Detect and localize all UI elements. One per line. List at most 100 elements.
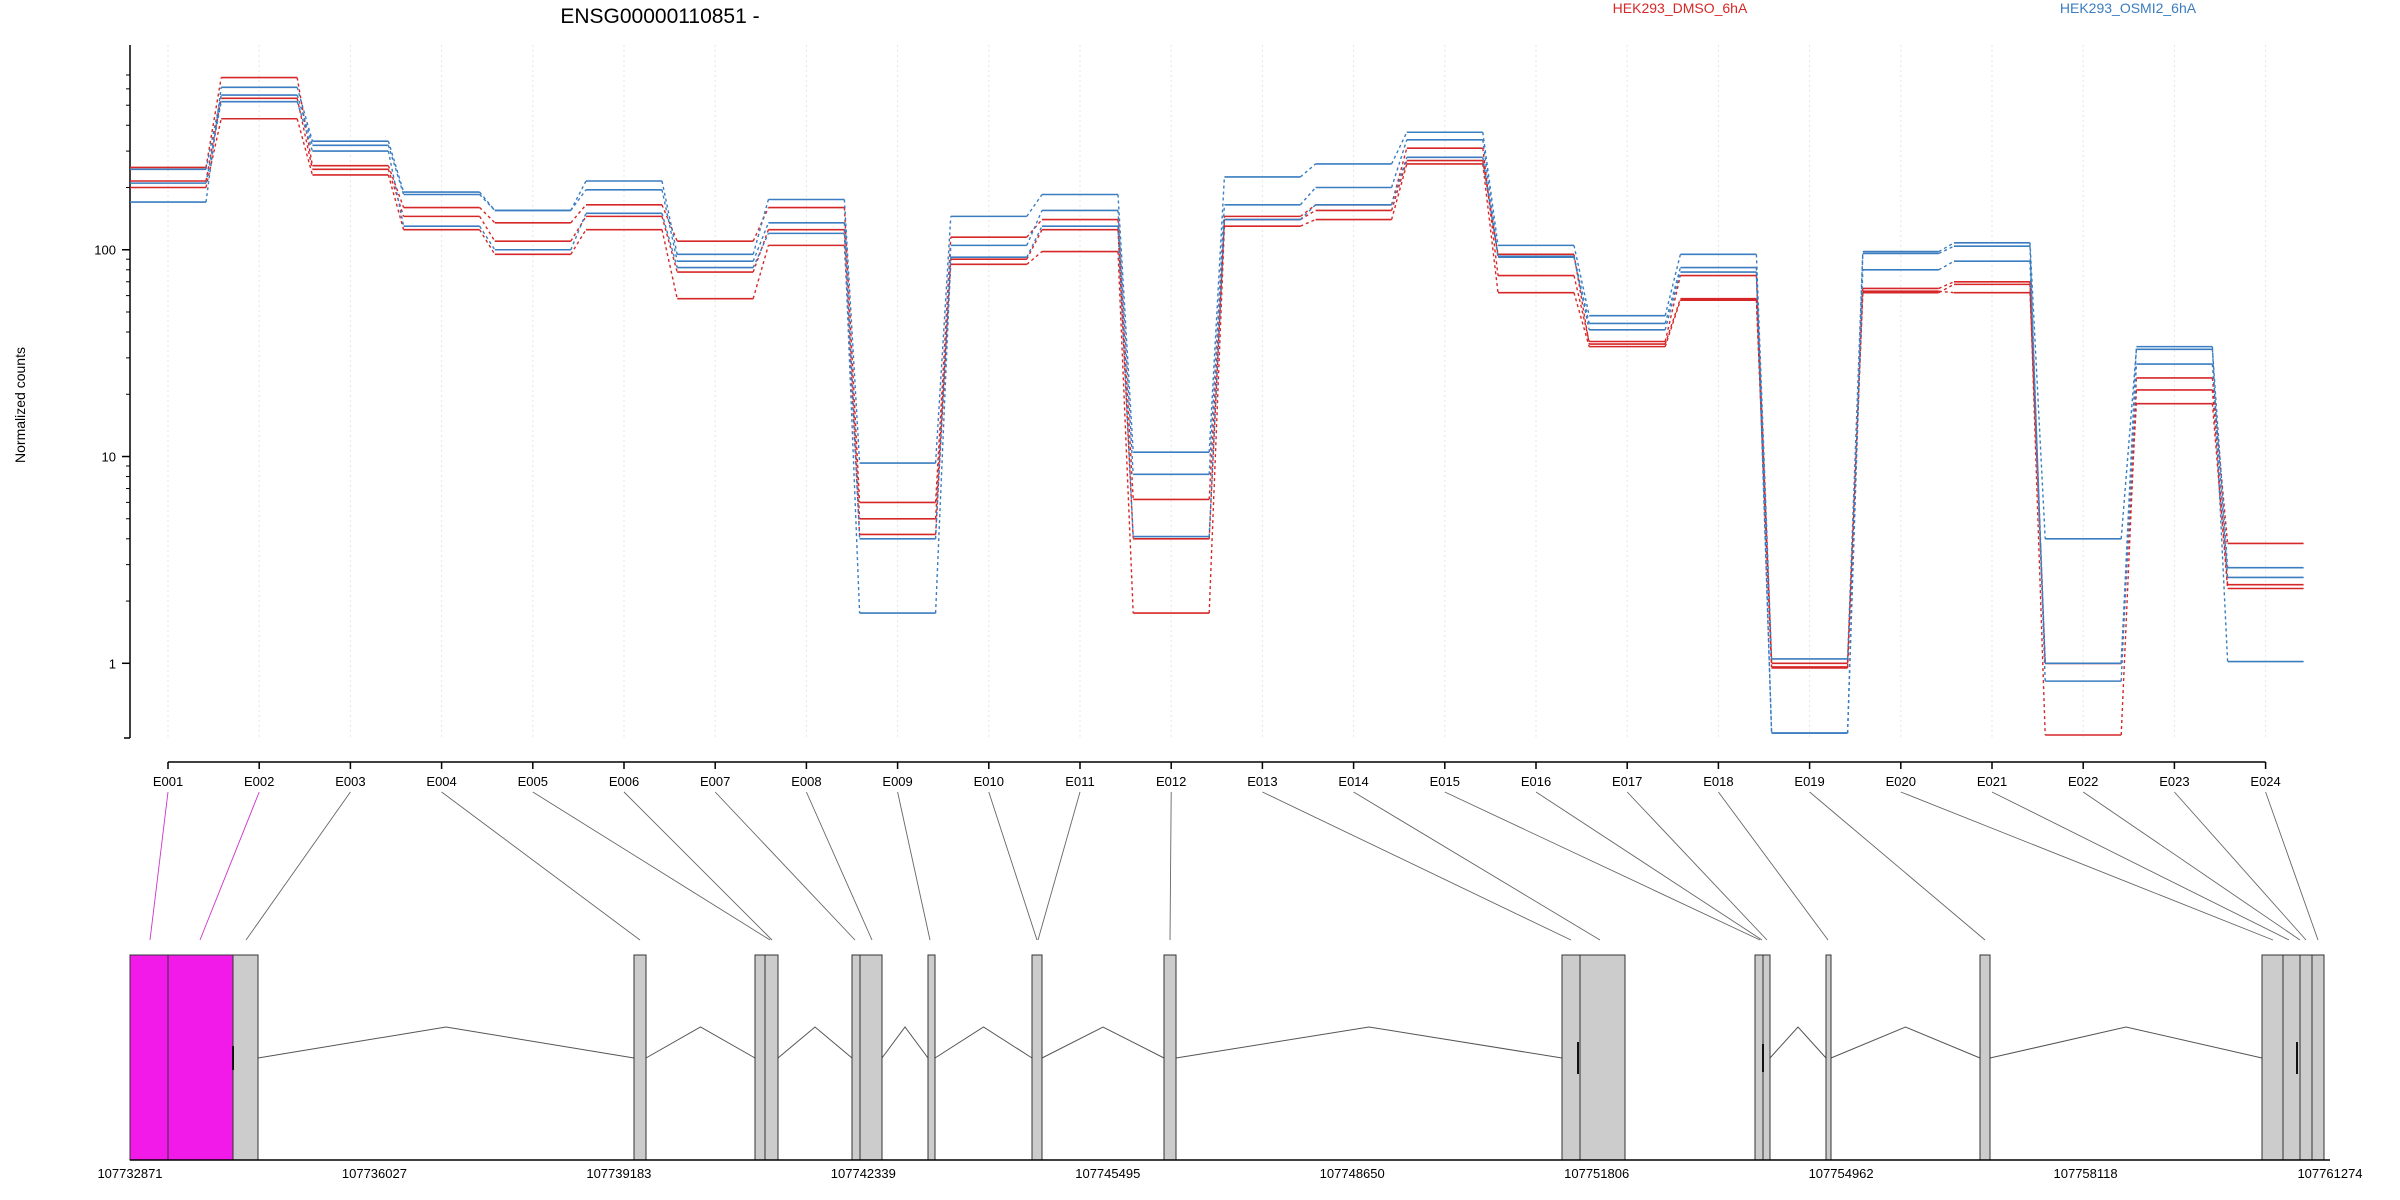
series-connector (1482, 132, 1499, 246)
y-axis: 1 10 100 (94, 45, 131, 739)
series-connector (752, 222, 770, 262)
series-connector (1117, 251, 1134, 614)
series-connector (661, 204, 678, 242)
series-connector (570, 204, 587, 224)
series-connector (1299, 187, 1317, 206)
exon-block (633, 954, 647, 1161)
exon-connector (988, 791, 1038, 941)
series-connector (570, 189, 587, 211)
intron-line (1769, 1026, 1827, 1059)
series-connector (2211, 346, 2229, 662)
x-tick-label: E003 (335, 774, 365, 789)
intron-line (1175, 1026, 1563, 1059)
highlighted-exon (129, 954, 169, 1161)
grid-lines (167, 45, 2267, 738)
series-connector (479, 229, 496, 255)
x-tick-label: E006 (609, 774, 639, 789)
series-connector (570, 180, 587, 211)
series-connector (1390, 139, 1408, 188)
series-connector (661, 180, 678, 255)
series-connector (296, 77, 314, 166)
exon-connector (1353, 791, 1601, 941)
series-connector (1664, 254, 1682, 316)
x-tick-label: E012 (1156, 774, 1186, 789)
series-connector (1026, 219, 1043, 238)
x-tick-label: E023 (2159, 774, 2189, 789)
x-tick-label: E011 (1065, 774, 1094, 789)
exon-block (1579, 954, 1626, 1161)
series-connector (1938, 245, 1955, 255)
series-connector (1482, 163, 1499, 293)
series-connector (1208, 176, 1226, 453)
exon-connector (1718, 791, 1829, 941)
exon-block (2261, 954, 2284, 1161)
intron-line (645, 1026, 756, 1059)
genomic-tick-label: 107739183 (586, 1166, 651, 1181)
series-connector (934, 216, 952, 464)
series-connector (1573, 257, 1590, 330)
series-connector (387, 150, 405, 227)
x-tick-label: E013 (1247, 774, 1277, 789)
x-tick-label: E019 (1794, 774, 1824, 789)
series-connector (1208, 219, 1226, 537)
series-connector (661, 216, 678, 273)
chart-title: ENSG00000110851 - (560, 5, 759, 28)
y-tick-label: 1 (109, 656, 116, 671)
series-connector (479, 216, 496, 242)
series-connector (296, 101, 314, 152)
exon-connector (149, 791, 169, 941)
intron-line (257, 1026, 635, 1059)
series-connector (2029, 246, 2046, 682)
series-connector (1117, 210, 1134, 475)
intron-line (881, 1026, 929, 1059)
intron-line (1989, 1026, 2263, 1059)
series-connector (934, 257, 952, 614)
exon-block (1979, 954, 1991, 1161)
exon-connector (1535, 791, 1763, 941)
series-connector (296, 87, 314, 142)
series-connector (2029, 242, 2046, 539)
series-connector (2211, 403, 2229, 589)
legend-entry-dmso: HEK293_DMSO_6hA (1613, 0, 1748, 16)
x-tick-label: E024 (2250, 774, 2280, 789)
series-connector (1755, 300, 1773, 667)
series-connector (1664, 267, 1682, 324)
series-connector (2120, 349, 2138, 539)
intron-line (1830, 1026, 1981, 1059)
series-connector (387, 165, 405, 208)
series-connector (1846, 269, 1864, 734)
x-tick-label: E009 (882, 774, 912, 789)
series-HEK293_OSMI2_6hA-3 (130, 86, 2304, 660)
series-connector (479, 225, 496, 251)
x-axis: E001 E002 E003 E004 E005 E006 E007 E008 E009 E010… (153, 761, 2281, 789)
exon-block (851, 954, 861, 1161)
x-tick-label: E021 (1977, 774, 2007, 789)
x-tick-label: E002 (244, 774, 274, 789)
genomic-tick-label: 107736027 (342, 1166, 407, 1181)
genomic-tick-label: 107732871 (97, 1166, 162, 1181)
series-connector (1208, 204, 1226, 475)
exon-connectors (149, 791, 2319, 941)
x-tick-label: E008 (791, 774, 821, 789)
genomic-tick-label: 107754962 (1809, 1166, 1874, 1181)
series-connector (1755, 254, 1773, 659)
series-connector (387, 145, 405, 195)
series-connector (2211, 377, 2229, 544)
exon-connector (2265, 791, 2319, 941)
intron-line (777, 1026, 853, 1059)
series-connector (1846, 251, 1864, 659)
exon-connector (245, 791, 351, 941)
series-connector (1482, 157, 1499, 258)
series-connector (1482, 160, 1499, 255)
series-lines (130, 76, 2304, 736)
x-tick-label: E005 (518, 774, 548, 789)
series-connector (1300, 218, 1316, 227)
series-connector (934, 245, 952, 539)
series-connector (843, 207, 861, 503)
x-tick-label: E016 (1521, 774, 1551, 789)
exon-connector (623, 791, 773, 941)
series-connector (1938, 260, 1955, 271)
series-connector (1390, 131, 1408, 165)
exon-block (232, 954, 259, 1161)
